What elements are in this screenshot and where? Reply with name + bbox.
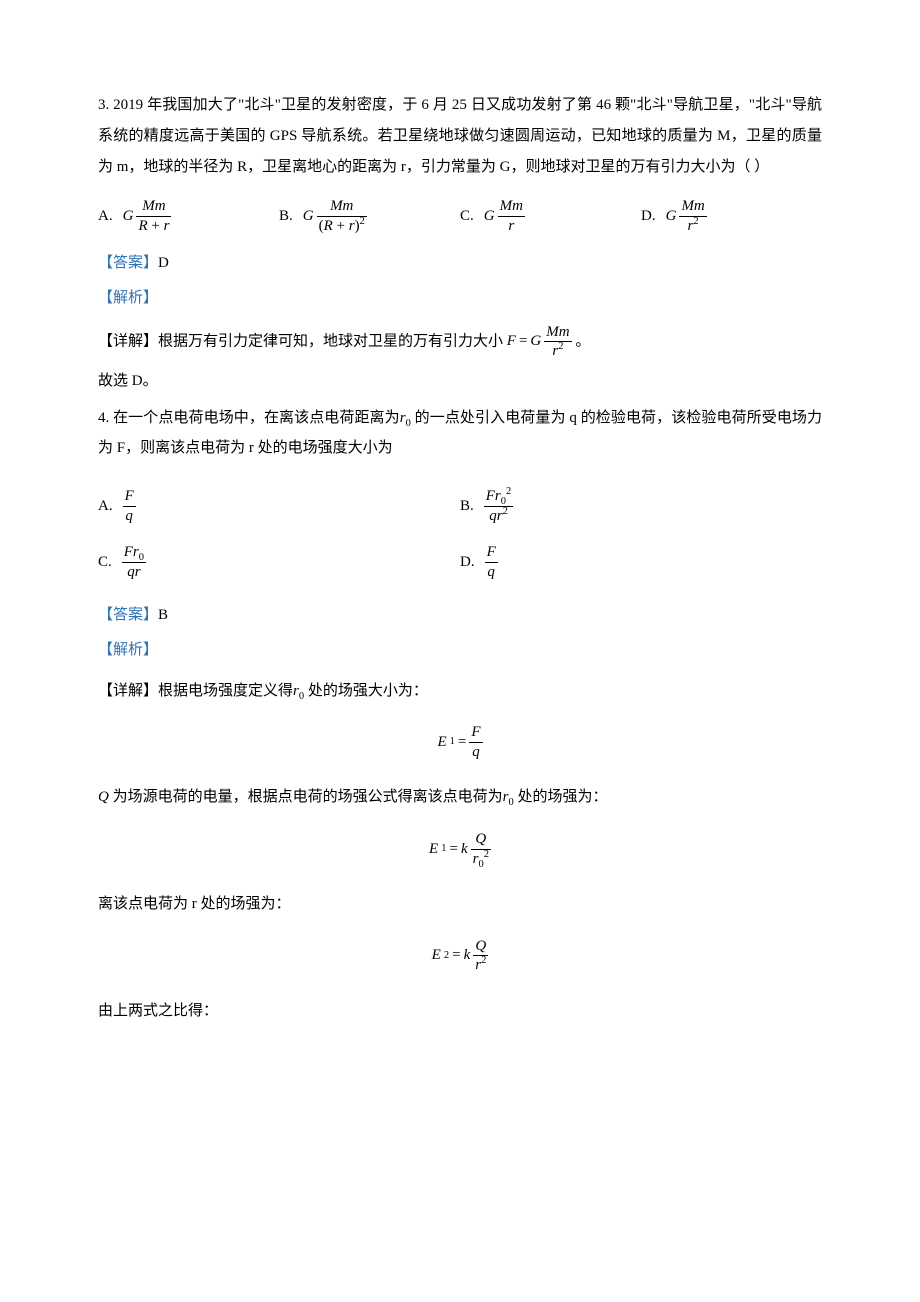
q4-detail-2b: 处的场强为： <box>517 789 607 805</box>
q3-conclude: 故选 D。 <box>98 366 822 397</box>
q3-answer-label: 【答案】 <box>98 255 158 271</box>
q3-option-d: D. G Mm r2 <box>641 198 822 234</box>
q3-analysis-label: 【解析】 <box>98 283 822 314</box>
q4-eq2: E1 = k Q r02 <box>98 831 822 867</box>
q4-analysis-label: 【解析】 <box>98 635 822 666</box>
q4-detail-4: 由上两式之比得： <box>98 996 822 1027</box>
q4-detail-1b: 处的场强大小为： <box>308 683 428 699</box>
q3-option-b: B. G Mm (R + r)2 <box>279 198 460 234</box>
q3-detail: 【详解】根据万有引力定律可知，地球对卫星的万有引力大小 F = G Mm r2 … <box>98 324 822 360</box>
q3-a-expr: G Mm R + r <box>123 198 172 234</box>
q4-option-c: C. Fr0 qr <box>98 534 460 590</box>
q3-c-expr: G Mm r <box>484 198 525 234</box>
q4-option-b: B. Fr02 qr2 <box>460 478 822 534</box>
q4-a-expr: F q <box>123 488 136 524</box>
opt-d-label: D. <box>641 201 656 232</box>
q4-opt-d-label: D. <box>460 547 475 578</box>
q4-stem-a: 4. 在一个点电荷电场中，在离该点电荷距离为 <box>98 410 400 426</box>
q4-eq1: E1 = F q <box>98 724 822 760</box>
q4-detail-1a: 【详解】根据电场强度定义得 <box>98 683 293 699</box>
q4-answer-val: B <box>158 607 168 623</box>
opt-a-label: A. <box>98 201 113 232</box>
opt-b-label: B. <box>279 201 293 232</box>
q3-answer: 【答案】D <box>98 248 822 279</box>
q3-options: A. G Mm R + r B. G Mm (R + r)2 C. <box>98 198 822 234</box>
q4-opt-c-label: C. <box>98 547 112 578</box>
q3-stem: 3. 2019 年我国加大了"北斗"卫星的发射密度，于 6 月 25 日又成功发… <box>98 90 822 182</box>
q3-d-expr: G Mm r2 <box>666 198 707 234</box>
q4-eq3: E2 = k Q r2 <box>98 938 822 974</box>
q4-answer-label: 【答案】 <box>98 607 158 623</box>
q4-answer: 【答案】B <box>98 600 822 631</box>
q3-option-c: C. G Mm r <box>460 198 641 234</box>
page: 3. 2019 年我国加大了"北斗"卫星的发射密度，于 6 月 25 日又成功发… <box>0 0 920 1302</box>
q4-detail-3: 离该点电荷为 r 处的场强为： <box>98 889 822 920</box>
q4-detail-2: Q 为场源电荷的电量，根据点电荷的场强公式得离该点电荷为r0 处的场强为： <box>98 782 822 813</box>
q4-option-d: D. F q <box>460 534 822 590</box>
opt-c-label: C. <box>460 201 474 232</box>
q4-detail-1: 【详解】根据电场强度定义得r0 处的场强大小为： <box>98 676 822 707</box>
q4-c-expr: Fr0 qr <box>122 544 146 580</box>
q4-opt-b-label: B. <box>460 491 474 522</box>
q3-detail-suffix: 。 <box>575 333 590 349</box>
q4-d-expr: F q <box>485 544 498 580</box>
q3-b-expr: G Mm (R + r)2 <box>303 198 367 234</box>
q4-stem: 4. 在一个点电荷电场中，在离该点电荷距离为r0 的一点处引入电荷量为 q 的检… <box>98 403 822 465</box>
q3-detail-prefix: 【详解】根据万有引力定律可知，地球对卫星的万有引力大小 <box>98 333 503 349</box>
q4-b-expr: Fr02 qr2 <box>484 488 514 524</box>
q4-opt-a-label: A. <box>98 491 113 522</box>
q3-option-a: A. G Mm R + r <box>98 198 279 234</box>
q4-detail-2a: 为场源电荷的电量，根据点电荷的场强公式得离该点电荷为 <box>113 789 503 805</box>
q4-option-a: A. F q <box>98 478 460 534</box>
q3-detail-expr: F = G Mm r2 <box>507 324 572 360</box>
q3-answer-val: D <box>158 255 169 271</box>
q4-options: A. F q B. Fr02 qr2 C. Fr0 qr D. F q <box>98 478 822 590</box>
